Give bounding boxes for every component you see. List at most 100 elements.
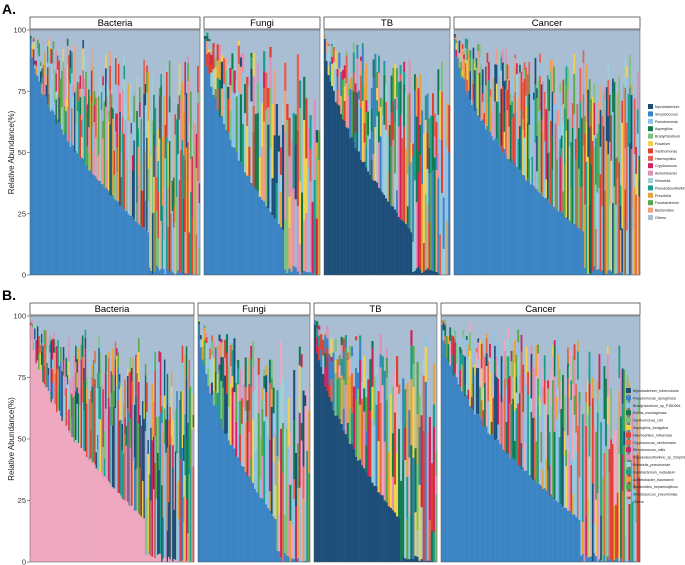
bar-segment xyxy=(352,72,355,92)
bar-segment xyxy=(398,517,401,562)
bar-segment xyxy=(201,359,204,562)
bar-segment xyxy=(590,529,593,557)
bar-segment xyxy=(72,145,75,275)
bar-segment xyxy=(406,518,409,560)
bar-segment xyxy=(75,124,77,151)
bar-segment xyxy=(458,67,461,275)
bar-segment xyxy=(173,177,175,208)
bar-segment xyxy=(570,465,573,512)
bar-segment xyxy=(372,153,375,181)
bar-segment xyxy=(75,391,77,440)
bar-segment xyxy=(633,187,636,275)
bar-segment xyxy=(143,518,145,562)
bar-segment xyxy=(144,200,147,230)
bar-segment xyxy=(81,157,83,275)
bar-segment xyxy=(540,372,543,432)
bar-segment xyxy=(591,561,594,562)
bar-segment xyxy=(554,208,557,275)
bar-segment xyxy=(334,69,337,102)
bar-segment xyxy=(517,342,520,357)
bar-segment xyxy=(543,379,546,405)
bar-segment xyxy=(613,274,616,275)
bar-segment xyxy=(75,362,77,373)
bar-segment xyxy=(81,356,84,403)
bar-segment xyxy=(76,444,78,562)
bar-segment xyxy=(94,350,96,364)
bar-segment xyxy=(239,369,242,401)
bar-segment xyxy=(180,459,182,562)
bar-segment xyxy=(157,129,160,161)
bar-segment xyxy=(92,461,95,562)
bar-segment xyxy=(381,99,384,116)
bar-segment xyxy=(332,369,335,411)
bar-segment xyxy=(90,458,92,562)
bar-segment xyxy=(282,229,285,275)
bar-segment xyxy=(269,211,272,275)
bar-segment xyxy=(45,345,47,351)
bar-segment xyxy=(418,426,421,485)
bar-segment xyxy=(449,343,452,366)
bar-segment xyxy=(340,423,343,562)
bar-segment xyxy=(607,79,610,116)
bar-segment xyxy=(180,272,182,275)
bar-segment xyxy=(79,114,82,159)
bar-segment xyxy=(548,465,551,496)
bar-segment xyxy=(54,114,56,276)
bar-segment xyxy=(192,122,195,156)
bar-segment xyxy=(92,127,94,151)
bar-segment xyxy=(538,416,541,485)
bar-segment xyxy=(237,457,240,562)
bar-segment xyxy=(583,470,586,562)
bar-segment xyxy=(509,161,512,275)
bar-segment xyxy=(59,113,62,125)
bar-segment xyxy=(84,451,87,562)
bar-segment xyxy=(273,135,276,219)
bar-segment xyxy=(355,399,358,458)
bar-segment xyxy=(189,386,192,468)
bar-segment xyxy=(457,58,459,275)
bar-segment xyxy=(403,61,406,73)
bar-segment xyxy=(359,335,362,343)
bar-segment xyxy=(177,154,179,271)
bar-segment xyxy=(178,453,181,520)
bar-segment xyxy=(265,416,268,505)
bar-segment xyxy=(147,453,150,551)
bar-segment xyxy=(286,198,289,273)
legend-label: Haemophilus xyxy=(655,157,676,161)
bar-segment xyxy=(595,432,598,500)
bar-segment xyxy=(343,120,346,276)
bar-segment xyxy=(214,390,217,405)
bar-segment xyxy=(396,386,399,454)
bar-segment xyxy=(73,151,76,275)
bar-segment xyxy=(117,63,120,86)
bar-segment xyxy=(424,382,427,463)
bar-segment xyxy=(212,69,215,95)
bar-segment xyxy=(627,273,630,275)
y-tick-label: 25 xyxy=(18,496,26,505)
bar-segment xyxy=(216,88,219,111)
bar-segment xyxy=(270,406,273,514)
bar-segment xyxy=(320,349,323,367)
bar-segment xyxy=(157,510,159,555)
bar-segment xyxy=(133,404,136,458)
bar-segment xyxy=(166,530,169,562)
bar-segment xyxy=(146,137,148,231)
bar-segment xyxy=(534,53,537,58)
bar-segment xyxy=(227,440,230,562)
bar-segment xyxy=(298,244,302,275)
bar-segment xyxy=(274,484,277,520)
bar-segment xyxy=(190,158,192,192)
bar-segment xyxy=(598,268,600,275)
bar-segment xyxy=(330,361,333,379)
bar-segment xyxy=(163,95,165,144)
bar-segment xyxy=(434,475,438,495)
bar-segment xyxy=(330,378,333,402)
bar-segment xyxy=(227,98,230,133)
bar-segment xyxy=(271,178,274,216)
bar-segment xyxy=(279,174,283,192)
bar-segment xyxy=(542,196,545,275)
bar-segment xyxy=(214,404,217,562)
bar-segment xyxy=(484,382,486,427)
bar-segment xyxy=(256,82,259,114)
bar-segment xyxy=(295,506,298,562)
